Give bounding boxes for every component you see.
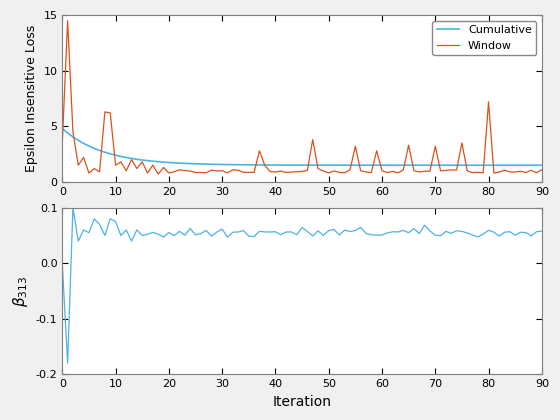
Y-axis label: $\beta_{313}$: $\beta_{313}$: [11, 276, 30, 307]
Cumulative: [181, 161, 188, 166]
Window: [539, 167, 545, 172]
Window: [192, 170, 199, 175]
Cumulative: [59, 126, 66, 131]
Window: [181, 168, 188, 173]
Window: [155, 172, 161, 177]
Y-axis label: Epsilon Insensitive Loss: Epsilon Insensitive Loss: [25, 25, 38, 172]
Window: [533, 170, 540, 175]
Window: [123, 168, 129, 173]
Window: [64, 18, 71, 23]
Cumulative: [171, 160, 178, 165]
Window: [59, 140, 66, 145]
Window: [347, 167, 353, 172]
Cumulative: [539, 163, 545, 168]
Line: Cumulative: Cumulative: [62, 129, 542, 165]
Line: Window: Window: [62, 21, 542, 174]
X-axis label: Iteration: Iteration: [273, 395, 332, 409]
Cumulative: [118, 154, 124, 159]
Cumulative: [522, 163, 529, 168]
Cumulative: [528, 163, 535, 168]
Cumulative: [464, 163, 470, 168]
Window: [474, 170, 481, 175]
Legend: Cumulative, Window: Cumulative, Window: [432, 21, 536, 55]
